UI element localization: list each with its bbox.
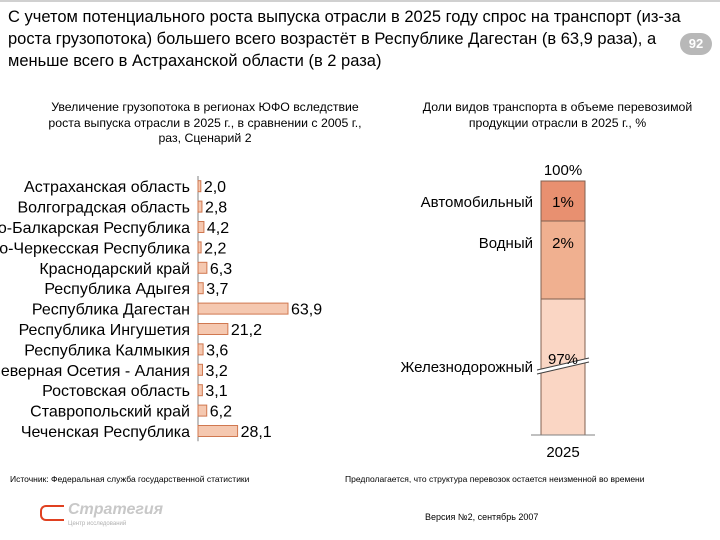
region-label: Республика Адыгея xyxy=(44,281,190,298)
growth-value-label: 2,0 xyxy=(204,179,226,196)
logo-tagline: Центр исследований xyxy=(68,521,127,527)
axis-break-line xyxy=(536,357,590,371)
page-headline: С учетом потенциального роста выпуска от… xyxy=(8,8,681,70)
growth-value-label: 3,1 xyxy=(205,383,227,400)
growth-bar xyxy=(197,363,204,376)
assumption-note: Предполагается, что структура перевозок … xyxy=(345,474,645,484)
region-label: Чеченская Республика xyxy=(21,424,190,441)
growth-value-label: 21,2 xyxy=(231,322,262,339)
growth-bar xyxy=(197,343,204,356)
source-note: Источник: Федеральная служба государстве… xyxy=(10,474,250,484)
total-label: 100% xyxy=(544,162,582,179)
growth-bar xyxy=(197,282,204,295)
growth-value-label: 4,2 xyxy=(207,220,229,237)
growth-bar xyxy=(197,404,208,417)
growth-value-label: 6,2 xyxy=(210,404,232,421)
region-label: Ставропольский край xyxy=(30,404,190,421)
growth-bar xyxy=(197,323,229,335)
growth-bar xyxy=(197,425,239,437)
left-chart-title: Увеличение грузопотока в регионах ЮФО вс… xyxy=(48,100,362,145)
logo-mark-icon xyxy=(40,505,64,521)
growth-bar xyxy=(197,302,289,315)
segment-value-label: 1% xyxy=(552,194,574,211)
axis-break-gap xyxy=(537,358,589,374)
region-label: Краснодарский край xyxy=(39,261,190,278)
growth-value-label: 2,2 xyxy=(204,240,226,257)
growth-bar xyxy=(197,200,203,213)
growth-value-label: 3,2 xyxy=(206,363,228,380)
segment-value-label: 2% xyxy=(552,235,574,252)
region-label: Республика Дагестан xyxy=(32,302,190,319)
growth-bar xyxy=(197,180,202,193)
region-label: Ростовская область xyxy=(42,383,190,400)
segment-value-label: 97% xyxy=(548,351,578,368)
growth-value-label: 3,6 xyxy=(206,342,228,359)
right-chart-title: Доли видов транспорта в объеме перевозим… xyxy=(422,100,693,130)
growth-value-label: 28,1 xyxy=(241,424,272,441)
region-label: Астраханская область xyxy=(24,179,190,196)
growth-bar xyxy=(197,384,203,397)
growth-bar xyxy=(197,221,205,233)
version-label: Версия №2, сентябрь 2007 xyxy=(425,512,539,522)
year-category-label: 2025 xyxy=(546,444,579,461)
segment-automobile xyxy=(540,180,586,222)
segment-water xyxy=(540,220,586,300)
region-label: Карачаево-Черкесская Республика xyxy=(0,240,190,257)
region-label: Кабардино-Балкарская Республика xyxy=(0,220,190,237)
region-growth-bar-chart: Астраханская область 2,0 Волгоградская обл… xyxy=(0,176,322,442)
page-number-badge: 92 xyxy=(680,33,712,55)
growth-value-label: 3,7 xyxy=(206,281,228,298)
region-label: Республика Ингушетия xyxy=(19,322,190,339)
logo-brand-text: Стратегия xyxy=(68,501,164,518)
growth-value-label: 2,8 xyxy=(205,200,227,217)
region-label: Республика Калмыкия xyxy=(24,342,190,359)
growth-value-label: 6,3 xyxy=(210,261,232,278)
series-name-label: Железнодорожный xyxy=(400,359,533,376)
growth-bar xyxy=(197,241,202,254)
transport-share-stacked-chart: 100% 1% Автомобильный 2% Водный 97% Железнодор… xyxy=(400,162,595,461)
series-name-label: Автомобильный xyxy=(421,194,533,211)
growth-value-label: 63,9 xyxy=(291,302,322,319)
region-label: Волгоградская область xyxy=(17,200,190,217)
region-label: Республика Северная Осетия - Алания xyxy=(0,363,190,380)
top-divider xyxy=(0,0,720,2)
series-name-label: Водный xyxy=(479,235,533,252)
growth-bar xyxy=(197,261,208,274)
company-logo: Стратегия Центр исследований xyxy=(40,501,190,535)
axis-break-line xyxy=(536,361,590,375)
